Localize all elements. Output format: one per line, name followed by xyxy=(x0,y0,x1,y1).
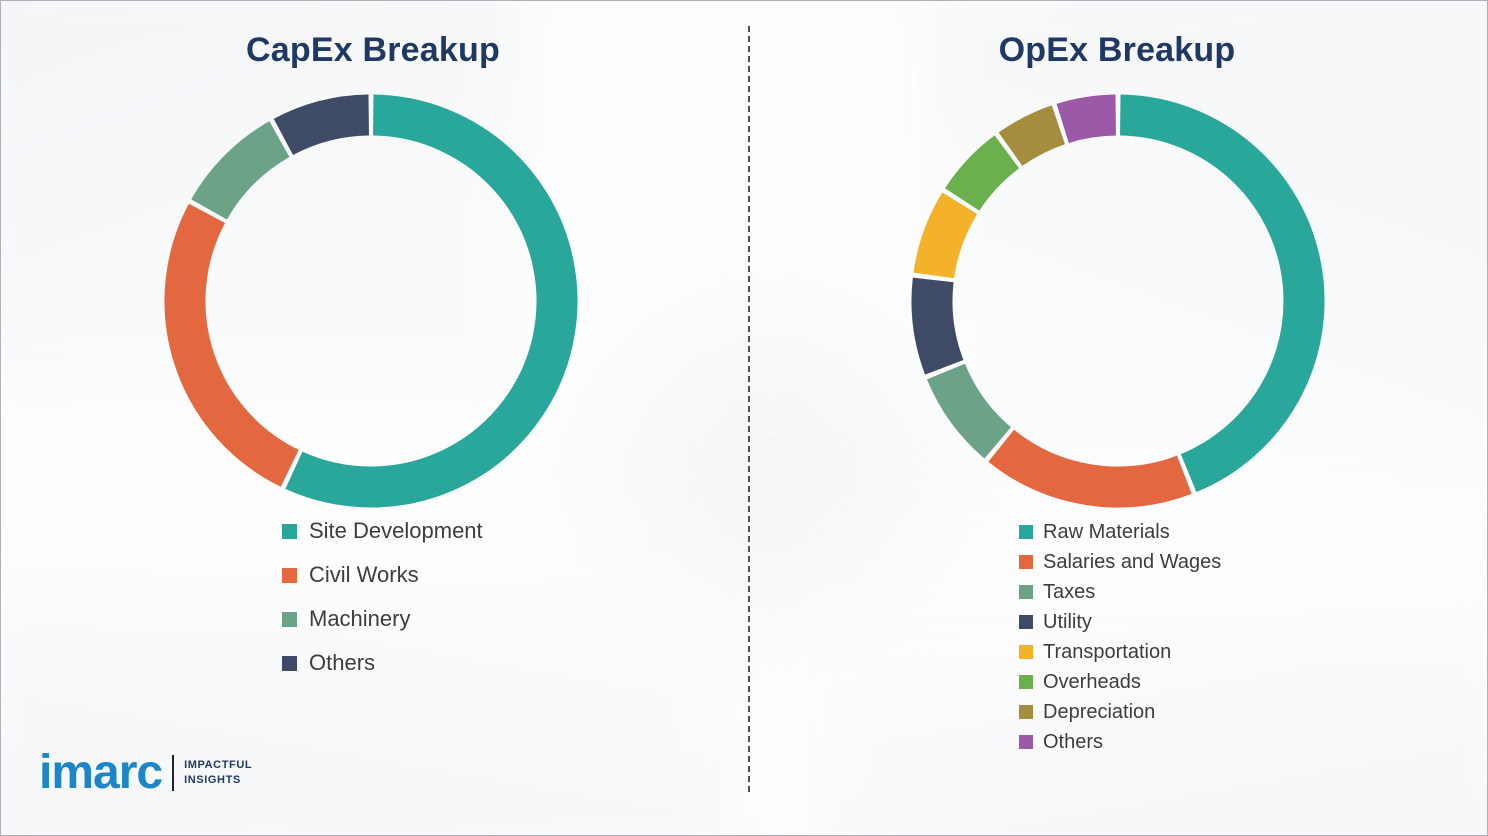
donut-segment xyxy=(911,277,964,375)
legend-marker-icon xyxy=(1019,645,1033,659)
logo-divider xyxy=(172,755,175,791)
legend-label: Overheads xyxy=(1043,670,1141,693)
legend-marker-icon xyxy=(282,567,297,583)
legend-item: Civil Works xyxy=(282,553,483,597)
capex-title: CapEx Breakup xyxy=(246,31,500,69)
legend-label: Transportation xyxy=(1043,640,1172,663)
legend-marker-icon xyxy=(1019,615,1033,629)
legend-item: Transportation xyxy=(1019,637,1221,667)
legend-marker-icon xyxy=(282,655,297,671)
donut-segment xyxy=(926,363,1012,459)
opex-legend: Raw Materials Salaries and Wages Taxes Util… xyxy=(1019,517,1221,757)
donut-segment xyxy=(164,203,299,487)
donut-segment xyxy=(1119,94,1325,493)
opex-donut-chart xyxy=(908,91,1328,511)
legend-label: Depreciation xyxy=(1043,700,1156,723)
opex-panel: OpEx Breakup Raw Materials Salaries and W… xyxy=(745,1,1487,835)
legend-item: Overheads xyxy=(1019,667,1221,697)
legend-label: Others xyxy=(309,650,376,675)
donut-segment xyxy=(273,94,370,156)
legend-marker-icon xyxy=(1019,735,1033,749)
legend-marker-icon xyxy=(1019,675,1033,689)
legend-marker-icon xyxy=(1019,585,1033,599)
legend-item: Others xyxy=(282,641,483,685)
legend-marker-icon xyxy=(1019,555,1033,569)
legend-item: Others xyxy=(1019,727,1221,757)
capex-panel: CapEx Breakup Site Development Civil Work… xyxy=(1,1,745,835)
imarc-logo-wordmark: imarc xyxy=(39,746,163,799)
legend-item: Depreciation xyxy=(1019,697,1221,727)
legend-marker-icon xyxy=(282,523,297,539)
donut-segment xyxy=(998,105,1066,167)
legend-item: Utility xyxy=(1019,607,1221,637)
legend-label: Civil Works xyxy=(309,562,419,587)
donut-segment xyxy=(988,429,1192,508)
donut-segment xyxy=(191,121,290,220)
donut-segment xyxy=(1056,94,1117,144)
capex-donut-chart xyxy=(161,91,581,511)
logo-tagline-line: IMPACTFUL xyxy=(184,759,253,772)
imarc-logo: imarc IMPACTFUL INSIGHTS xyxy=(39,749,252,797)
legend-item: Salaries and Wages xyxy=(1019,547,1221,577)
donut-segment xyxy=(285,94,578,508)
logo-tagline-line: INSIGHTS xyxy=(184,774,241,786)
legend-label: Raw Materials xyxy=(1043,520,1170,543)
legend-marker-icon xyxy=(1019,525,1033,539)
legend-item: Raw Materials xyxy=(1019,517,1221,547)
dashed-divider xyxy=(748,26,750,792)
capex-legend: Site Development Civil Works Machinery Othe… xyxy=(282,509,483,685)
legend-item: Taxes xyxy=(1019,577,1221,607)
donut-segment xyxy=(913,192,978,279)
legend-marker-icon xyxy=(1019,705,1033,719)
donut-segment xyxy=(945,135,1020,212)
legend-label: Machinery xyxy=(309,606,411,631)
legend-label: Site Development xyxy=(309,518,483,543)
logo-tagline: IMPACTFUL INSIGHTS xyxy=(184,758,252,788)
legend-marker-icon xyxy=(282,611,297,627)
legend-item: Machinery xyxy=(282,597,483,641)
legend-label: Salaries and Wages xyxy=(1043,550,1222,573)
legend-label: Taxes xyxy=(1043,580,1096,603)
legend-label: Others xyxy=(1043,730,1104,753)
legend-item: Site Development xyxy=(282,509,483,553)
legend-label: Utility xyxy=(1043,610,1092,633)
opex-title: OpEx Breakup xyxy=(998,31,1236,69)
